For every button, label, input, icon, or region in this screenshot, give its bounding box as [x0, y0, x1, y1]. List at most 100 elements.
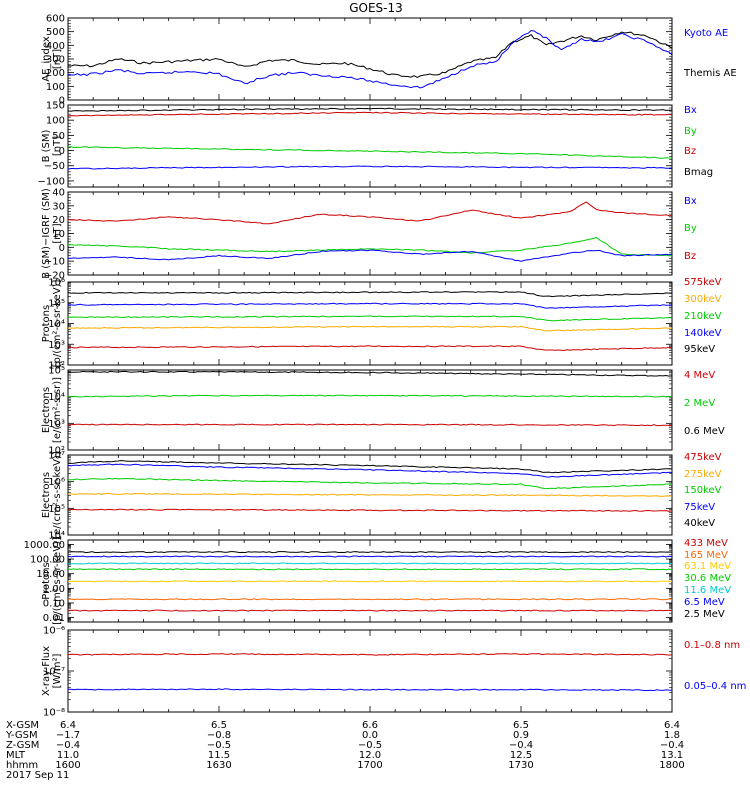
series-line — [68, 562, 672, 565]
y-tick-label: 0 — [59, 243, 65, 254]
series-line — [68, 107, 672, 112]
panel-8: 10⁻⁸ 10⁻⁷ 10⁻⁶ X-ray Flux [W/m²] 0.1–0.8 nm 0.… — [41, 626, 746, 719]
y-tick-label: 0.10 — [43, 598, 65, 609]
y-tick-label: 0 — [59, 96, 65, 107]
y-axis-label: [p/(cm²-s-sr-keV)] — [52, 537, 63, 625]
ephemeris-value: 1800 — [659, 760, 684, 771]
series-line — [68, 146, 672, 159]
legend-label: 210keV — [684, 311, 722, 322]
ephemeris-row-label: X-GSM — [6, 720, 39, 731]
series-line — [68, 31, 672, 78]
panel-frame — [67, 629, 673, 713]
y-tick-label: 10.00 — [36, 569, 65, 580]
y-tick-label: 20 — [52, 215, 65, 226]
ephemeris-value: 1700 — [357, 760, 382, 771]
y-tick-label: 150 — [46, 101, 65, 112]
ephemeris-value: −0.5 — [207, 740, 231, 751]
ephemeris-value: 1630 — [206, 760, 231, 771]
series-line — [68, 477, 672, 490]
series-line — [68, 165, 672, 170]
ephemeris-value: −0.4 — [660, 740, 684, 751]
legend-label: 6.5 MeV — [684, 597, 725, 608]
legend-label: 165 MeV — [684, 550, 728, 561]
series-line — [68, 688, 672, 692]
series-line — [68, 568, 672, 571]
ephemeris-date: 2017 Sep 11 — [6, 770, 69, 781]
y-tick-label: 200 — [46, 68, 65, 79]
y-tick-label: 10⁵ — [48, 298, 65, 309]
y-tick-label: 10⁻⁸ — [43, 708, 65, 719]
panel-3: −20 −10 0 10 20 30 40B (SM)−IGRF (SM) [nT] Bx By B… — [41, 188, 697, 282]
series-line — [68, 111, 672, 117]
y-tick-label: 10² — [48, 446, 65, 457]
legend-label: Bx — [684, 196, 697, 207]
ephemeris-value: 6.5 — [513, 720, 529, 731]
y-axis-label: Electrons — [41, 472, 52, 518]
legend-label: 433 MeV — [684, 538, 728, 549]
y-axis-label: [W/m²] — [52, 653, 63, 688]
legend-label: 30.6 MeV — [684, 573, 731, 584]
legend-label: 475keV — [684, 452, 722, 463]
y-axis-label: Protons — [41, 562, 52, 599]
ephemeris-value: 6.4 — [664, 720, 680, 731]
panel-frame — [67, 17, 673, 101]
y-tick-label: −10 — [44, 257, 65, 268]
y-tick-label: 100 — [46, 82, 65, 93]
ephemeris-value: 12.5 — [510, 750, 532, 761]
y-axis-label: [p/(cm²-s-sr-keV)] — [52, 280, 63, 368]
legend-label: 75keV — [684, 502, 715, 513]
ephemeris-row-label: Z-GSM — [6, 740, 39, 751]
series-line — [68, 201, 672, 225]
ephemeris-value: 13.1 — [661, 750, 683, 761]
y-axis-label: [nT] — [52, 223, 63, 243]
y-axis-label: [e/(cm²-s-sr-keV)] — [52, 451, 63, 539]
series-line — [68, 423, 672, 427]
y-axis-label: [nT] — [52, 49, 63, 69]
series-line — [68, 555, 672, 558]
y-tick-label: −20 — [44, 271, 65, 282]
y-axis-label: Protons — [41, 305, 52, 342]
series-line — [68, 508, 672, 512]
legend-label: 2.5 MeV — [684, 609, 725, 620]
y-tick-label: 10⁶ — [48, 477, 65, 488]
ephemeris-value: −0.4 — [56, 740, 80, 751]
series-line — [68, 653, 672, 656]
series-line — [68, 463, 672, 478]
y-tick-label: 10³ — [48, 340, 65, 351]
ephemeris-value: 0.9 — [513, 730, 529, 741]
series-line — [68, 325, 672, 332]
y-tick-label: 10² — [48, 361, 65, 372]
ephemeris-value: −0.4 — [509, 740, 533, 751]
ephemeris-value: −1.7 — [56, 730, 80, 741]
series-line — [68, 492, 672, 497]
y-tick-label: 400 — [46, 41, 65, 52]
series-line — [68, 237, 672, 257]
y-tick-label: 30 — [52, 201, 65, 212]
legend-label: 140keV — [684, 328, 722, 339]
legend-label: 2 MeV — [684, 398, 715, 409]
y-tick-label: 10⁴ — [48, 392, 65, 403]
legend-label: 63.1 MeV — [684, 561, 731, 572]
legend-label: Themis AE — [683, 68, 737, 79]
legend-label: 4 MeV — [684, 370, 715, 381]
legend-label: Bx — [684, 105, 697, 116]
y-tick-label: 10⁻⁶ — [43, 626, 65, 637]
ephemeris-value: 0.0 — [362, 730, 378, 741]
panel-6: 10⁴ 10⁵ 10⁶ 10⁷ Electrons [e/(cm²-s-sr-keV)] 4… — [41, 451, 722, 542]
y-tick-label: 10 — [52, 229, 65, 240]
y-tick-label: 10³ — [48, 419, 65, 430]
series-line — [68, 551, 672, 554]
legend-label: By — [684, 126, 697, 137]
series-line — [68, 394, 672, 398]
panel-4: 10² 10³ 10⁴ 10⁵ 10⁶ Protons [p/(cm²-s-sr-keV)]… — [41, 277, 722, 372]
series-line — [68, 29, 672, 89]
legend-label: 275keV — [684, 469, 722, 480]
y-axis-label: AE_index — [41, 36, 52, 82]
y-tick-label: 600 — [46, 14, 65, 25]
ephemeris-value: 6.6 — [362, 720, 378, 731]
y-axis-label: X-ray Flux — [41, 646, 52, 696]
y-tick-label: 10⁷ — [48, 451, 65, 462]
ephemeris-value: 11.5 — [208, 750, 230, 761]
y-tick-label: 1.00 — [43, 584, 65, 595]
